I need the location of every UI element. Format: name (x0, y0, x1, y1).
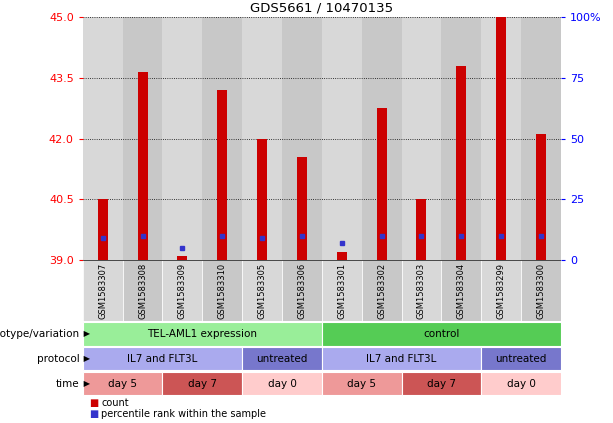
Bar (177, 256, 188, 260)
Text: ▶: ▶ (81, 379, 90, 388)
Bar (123, 260, 162, 321)
Text: day 5: day 5 (347, 379, 376, 389)
Bar (137, 71, 148, 260)
Text: GSM1583301: GSM1583301 (337, 263, 346, 319)
Bar (536, 135, 546, 260)
Text: GSM1583308: GSM1583308 (138, 263, 147, 319)
Text: GSM1583300: GSM1583300 (536, 263, 546, 319)
Title: GDS5661 / 10470135: GDS5661 / 10470135 (250, 1, 394, 14)
Text: day 7: day 7 (427, 379, 456, 389)
Bar (402, 372, 481, 396)
Text: untreated: untreated (256, 354, 308, 364)
Bar (162, 372, 242, 396)
Text: count: count (101, 398, 129, 408)
Text: control: control (423, 329, 460, 339)
Text: ■: ■ (89, 409, 98, 419)
Bar (83, 260, 123, 321)
Text: genotype/variation: genotype/variation (0, 329, 80, 339)
Bar (322, 372, 402, 396)
Bar (282, 260, 322, 321)
Bar (322, 322, 561, 346)
Bar (362, 17, 402, 260)
Text: GSM1583299: GSM1583299 (497, 263, 506, 319)
Bar (242, 372, 322, 396)
Text: time: time (56, 379, 80, 389)
Text: GSM1583307: GSM1583307 (98, 263, 107, 319)
Bar (441, 260, 481, 321)
Bar (416, 199, 427, 260)
Bar (242, 347, 322, 371)
Text: GSM1583309: GSM1583309 (178, 263, 187, 319)
Bar (83, 17, 123, 260)
Bar (521, 17, 561, 260)
Bar (362, 260, 402, 321)
Bar (337, 252, 347, 260)
Bar (97, 199, 108, 260)
Bar (376, 108, 387, 260)
Bar (481, 347, 561, 371)
Bar (202, 17, 242, 260)
Bar (83, 322, 322, 346)
Text: day 5: day 5 (108, 379, 137, 389)
Text: ■: ■ (89, 398, 98, 408)
Bar (257, 139, 267, 260)
Bar (83, 372, 162, 396)
Text: IL7 and FLT3L: IL7 and FLT3L (367, 354, 436, 364)
Text: IL7 and FLT3L: IL7 and FLT3L (128, 354, 197, 364)
Bar (481, 17, 521, 260)
Bar (402, 17, 441, 260)
Bar (481, 260, 521, 321)
Bar (322, 260, 362, 321)
Text: untreated: untreated (495, 354, 547, 364)
Text: ▶: ▶ (81, 329, 90, 338)
Text: percentile rank within the sample: percentile rank within the sample (101, 409, 266, 419)
Bar (242, 260, 282, 321)
Bar (496, 17, 506, 260)
Text: TEL-AML1 expression: TEL-AML1 expression (147, 329, 257, 339)
Text: GSM1583304: GSM1583304 (457, 263, 466, 319)
Bar (162, 260, 202, 321)
Bar (162, 17, 202, 260)
Bar (322, 347, 481, 371)
Text: protocol: protocol (37, 354, 80, 364)
Bar (441, 17, 481, 260)
Text: ▶: ▶ (81, 354, 90, 363)
Text: GSM1583306: GSM1583306 (297, 263, 306, 319)
Text: day 0: day 0 (267, 379, 297, 389)
Text: day 7: day 7 (188, 379, 217, 389)
Bar (402, 260, 441, 321)
Bar (83, 347, 242, 371)
Text: GSM1583310: GSM1583310 (218, 263, 227, 319)
Bar (322, 17, 362, 260)
Bar (242, 17, 282, 260)
Bar (456, 66, 466, 260)
Text: GSM1583303: GSM1583303 (417, 263, 426, 319)
Bar (521, 260, 561, 321)
Text: day 0: day 0 (506, 379, 536, 389)
Bar (481, 372, 561, 396)
Bar (282, 17, 322, 260)
Bar (217, 90, 227, 260)
Text: GSM1583305: GSM1583305 (257, 263, 267, 319)
Bar (202, 260, 242, 321)
Bar (123, 17, 162, 260)
Bar (297, 157, 307, 260)
Text: GSM1583302: GSM1583302 (377, 263, 386, 319)
